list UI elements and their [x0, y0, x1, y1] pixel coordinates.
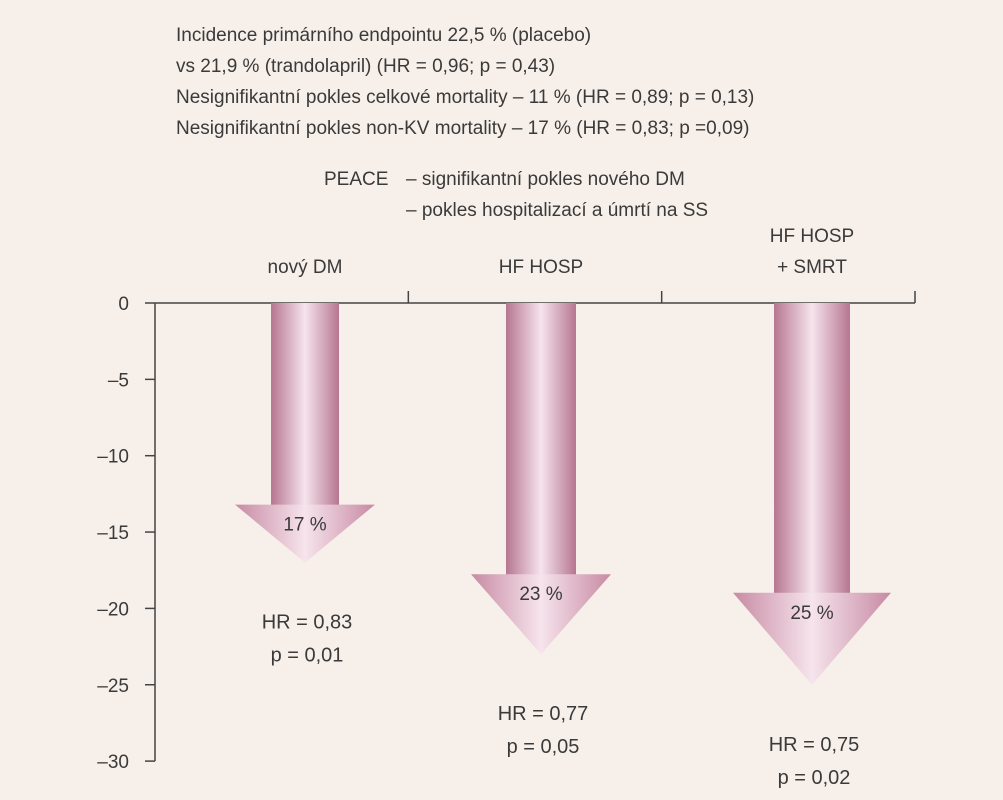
- y-tick-label: –15: [97, 523, 129, 544]
- hr-annotation: HR = 0,77: [498, 703, 589, 725]
- note-line-2: vs 21,9 % (trandolapril) (HR = 0,96; p =…: [176, 56, 556, 77]
- note-line-3: Nesignifikantní pokles celkové mortality…: [176, 87, 755, 108]
- value-label: 23 %: [519, 584, 562, 605]
- peace-line-1: – signifikantní pokles nového DM: [406, 169, 685, 190]
- peace-summary: PEACE – signifikantní pokles nového DM –…: [324, 164, 708, 226]
- arrow-shaft: [271, 303, 339, 506]
- hr-annotation: p = 0,02: [778, 767, 851, 789]
- y-tick-label: –5: [108, 370, 129, 391]
- y-tick-label: –30: [97, 752, 129, 773]
- summary-notes: Incidence primárního endpointu 22,5 % (p…: [176, 20, 754, 144]
- arrow-shaft: [774, 303, 850, 594]
- note-line-1: Incidence primárního endpointu 22,5 % (p…: [176, 25, 592, 46]
- hr-annotation: p = 0,01: [271, 645, 344, 667]
- arrow-shaft: [506, 303, 576, 576]
- category-label: nový DM: [268, 257, 343, 278]
- arrow-head: [235, 504, 375, 563]
- y-tick-label: –10: [97, 447, 129, 468]
- y-tick-label: –20: [97, 599, 129, 620]
- peace-label: PEACE: [324, 169, 389, 190]
- arrow-head: [471, 574, 611, 655]
- value-label: 17 %: [283, 515, 326, 536]
- hr-annotation: HR = 0,83: [262, 612, 353, 634]
- hr-annotation: p = 0,05: [507, 736, 580, 758]
- category-label: HF HOSP: [770, 226, 854, 247]
- y-tick-label: –25: [97, 676, 129, 697]
- hr-annotation: HR = 0,75: [769, 734, 860, 756]
- arrow-head: [733, 592, 891, 685]
- category-label: + SMRT: [777, 257, 847, 278]
- y-tick-label: 0: [118, 294, 129, 315]
- chart-labels: 17 % nový DM HR = 0,83 p = 0,01 23 % HF HOSP H…: [262, 226, 860, 789]
- peace-line-2: – pokles hospitalizací a úmrtí na SS: [406, 200, 709, 221]
- arrows: [235, 303, 891, 685]
- note-line-4: Nesignifikantní pokles non-KV mortality …: [176, 118, 750, 139]
- category-label: HF HOSP: [499, 257, 583, 278]
- value-label: 25 %: [790, 603, 833, 624]
